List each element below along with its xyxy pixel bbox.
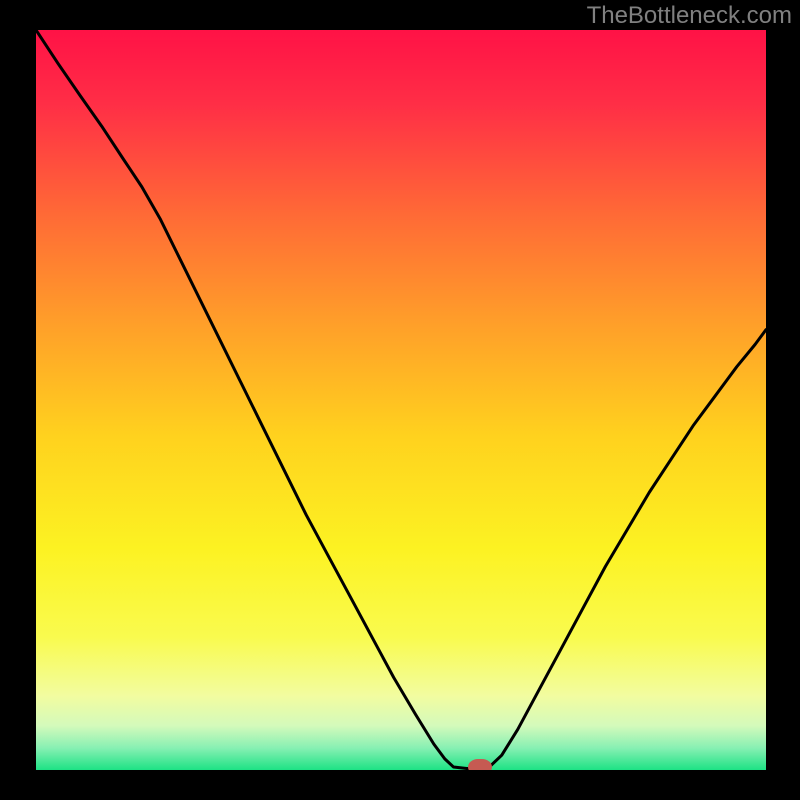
curve-path bbox=[36, 30, 766, 769]
plot-area bbox=[36, 30, 766, 770]
chart-frame: TheBottleneck.com bbox=[0, 0, 800, 800]
optimum-marker bbox=[468, 759, 492, 770]
bottleneck-curve bbox=[36, 30, 766, 770]
source-watermark: TheBottleneck.com bbox=[587, 2, 792, 30]
